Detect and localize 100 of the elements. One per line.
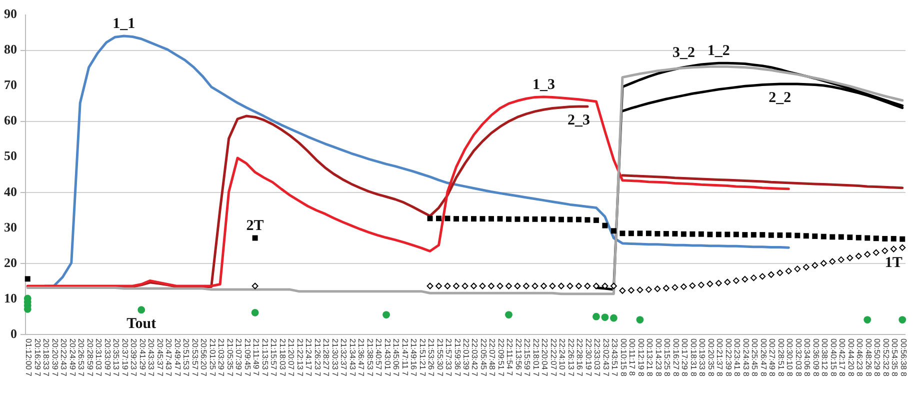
x-tick-label: 22:22:07 7 bbox=[548, 338, 558, 377]
y-tick-label: 10 bbox=[4, 290, 17, 306]
series-label: Tout bbox=[126, 316, 156, 332]
y-tick-label: 60 bbox=[4, 112, 17, 128]
x-tick-label: 20:37:19 7 bbox=[120, 338, 130, 377]
x-tick-label: 20:47:43 7 bbox=[164, 338, 174, 377]
x-tick-label: 00:14:23 8 bbox=[654, 338, 663, 377]
y-tick-label: 0 bbox=[10, 326, 17, 341]
x-tick-label: 00:32:03 8 bbox=[794, 338, 803, 377]
x-tick-label: 22:18:01 7 bbox=[531, 338, 540, 377]
x-tick-label: 22:13:56 7 bbox=[514, 338, 523, 377]
x-tick-label: 20:31:03 7 bbox=[94, 338, 104, 377]
x-tick-label: 22:26:13 7 bbox=[566, 338, 576, 377]
x-tick-label: 00:28:51 8 bbox=[776, 338, 786, 377]
x-tick-label: 00:23:41 8 bbox=[732, 338, 742, 377]
x-tick-label: 01:12:00 7 bbox=[24, 338, 34, 377]
x-tick-label: 21:59:36 7 bbox=[452, 338, 462, 377]
x-tick-label: 20:20:39 7 bbox=[50, 338, 60, 377]
series-label: 1_3 bbox=[532, 76, 555, 93]
y-tick-label: 80 bbox=[4, 42, 17, 57]
x-tick-label: 21:01:25 7 bbox=[208, 338, 217, 377]
x-tick-label: 00:44:20 8 bbox=[846, 338, 856, 377]
x-tick-label: 23:43:51 7 bbox=[610, 338, 620, 377]
x-tick-label: 22:09:51 7 bbox=[496, 338, 506, 377]
x-tick-label: 00:16:27 8 bbox=[671, 338, 680, 377]
x-tick-label: 21:51:21 7 bbox=[418, 338, 427, 377]
x-tick-label: 21:05:35 7 bbox=[225, 338, 234, 377]
x-tick-label: 22:15:59 7 bbox=[522, 338, 532, 377]
x-tick-label: 22:11:54 7 bbox=[505, 338, 514, 376]
x-tick-label: 00:11:17 8 bbox=[628, 338, 637, 376]
x-tick-label: 21:03:29 7 bbox=[216, 338, 226, 377]
x-tick-label: 20:49:47 7 bbox=[172, 338, 182, 377]
y-tick-label: 50 bbox=[4, 148, 17, 164]
x-tick-label: 00:34:06 8 bbox=[802, 338, 812, 377]
x-tick-label: 20:24:49 7 bbox=[68, 338, 77, 377]
x-tick-label: 21:34:43 7 bbox=[348, 338, 357, 377]
x-tick-label: 20:35:13 7 bbox=[112, 338, 121, 377]
x-tick-label: 00:46:23 8 bbox=[855, 338, 864, 377]
x-tick-label: 21:36:47 7 bbox=[356, 338, 366, 377]
x-tick-label: 22:03:42 7 bbox=[470, 338, 480, 377]
x-tick-label: 00:26:47 8 bbox=[758, 338, 768, 377]
x-tick-label: 00:13:21 8 bbox=[645, 338, 654, 377]
x-tick-label: 21:45:06 7 bbox=[392, 338, 401, 377]
x-tick-label: 21:22:13 7 bbox=[295, 338, 304, 377]
series-label: 2T bbox=[246, 218, 264, 234]
x-tick-label: 21:28:27 7 bbox=[322, 338, 331, 377]
x-tick-label: 21:11:49 7 bbox=[252, 338, 261, 376]
x-tick-label: 21:49:16 7 bbox=[409, 338, 418, 377]
x-tick-label: 21:32:37 7 bbox=[339, 338, 348, 377]
y-tick-label: 90 bbox=[4, 6, 17, 21]
x-tick-label: 21:40:57 7 bbox=[374, 338, 384, 377]
x-tick-label: 00:24:43 8 bbox=[741, 338, 750, 377]
x-tick-label: 21:09:45 7 bbox=[242, 338, 252, 377]
x-tick-label: 20:16:29 7 bbox=[32, 338, 42, 377]
x-tick-label: 00:10:15 8 bbox=[618, 338, 628, 377]
x-tick-label: 00:52:32 8 bbox=[881, 338, 890, 377]
x-tick-label: 00:15:25 8 bbox=[662, 338, 672, 377]
x-tick-label: 00:42:17 8 bbox=[838, 338, 847, 377]
x-tick-label: 00:22:39 8 bbox=[724, 338, 733, 377]
x-tick-label: 21:30:33 7 bbox=[330, 338, 340, 377]
x-tick-label: 20:18:33 7 bbox=[42, 338, 51, 377]
series-label: 3_2 bbox=[672, 45, 695, 62]
x-tick-label: 00:50:29 8 bbox=[872, 338, 882, 377]
x-tick-label: 21:43:01 7 bbox=[382, 338, 392, 377]
x-tick-label: 22:01:39 7 bbox=[462, 338, 470, 377]
x-tick-label: 20:39:23 7 bbox=[129, 338, 138, 377]
x-tick-label: 21:47:11 7 bbox=[400, 338, 410, 376]
x-tick-label: 00:18:31 8 bbox=[688, 338, 698, 377]
x-tick-label: 21:38:53 7 bbox=[365, 338, 374, 377]
x-tick-label: 00:17:29 8 bbox=[680, 338, 690, 377]
x-tick-label: 21:18:03 7 bbox=[278, 338, 287, 377]
x-tick-label: 00:12:19 8 bbox=[636, 338, 646, 377]
x-tick-label: 21:55:30 7 bbox=[435, 338, 444, 377]
x-tick-label: 21:57:33 7 bbox=[444, 338, 454, 377]
x-tick-label: 22:33:03 7 bbox=[592, 338, 602, 377]
x-tick-label: 00:19:33 8 bbox=[698, 338, 707, 377]
x-tick-label: 00:36:09 8 bbox=[811, 338, 820, 377]
x-tick-label: 21:20:07 7 bbox=[286, 338, 296, 377]
x-tick-label: 22:28:16 7 bbox=[575, 338, 584, 377]
x-tick-label: 21:07:39 7 bbox=[234, 338, 244, 377]
x-tick-label: 20:56:20 7 bbox=[199, 338, 208, 377]
x-tick-label: 22:20:04 7 bbox=[540, 338, 550, 377]
x-tick-label: 20:53:57 7 bbox=[190, 338, 200, 377]
x-tick-label: 20:22:43 7 bbox=[59, 338, 68, 377]
y-tick-label: 40 bbox=[4, 184, 17, 199]
y-tick-label: 70 bbox=[4, 77, 17, 92]
x-tick-label: 21:15:57 7 bbox=[269, 338, 278, 377]
x-tick-label: 22:30:19 7 bbox=[584, 338, 593, 377]
series-label: 1_2 bbox=[707, 43, 730, 60]
x-tick-label: 00:25:45 8 bbox=[750, 338, 760, 377]
x-tick-label: 00:20:35 8 bbox=[706, 338, 716, 377]
x-tick-label: 23:02:43 7 bbox=[601, 338, 610, 377]
x-tick-label: 00:56:38 8 bbox=[898, 338, 908, 377]
x-tick-label: 00:38:12 8 bbox=[820, 338, 830, 377]
x-tick-label: 20:28:59 7 bbox=[85, 338, 94, 377]
x-tick-label: 20:26:53 7 bbox=[76, 338, 86, 377]
x-tick-label: 21:24:17 7 bbox=[304, 338, 314, 377]
y-tick-label: 20 bbox=[4, 254, 17, 270]
x-tick-label: 00:30:10 8 bbox=[785, 338, 794, 377]
x-tick-label: 00:48:26 8 bbox=[864, 338, 873, 377]
